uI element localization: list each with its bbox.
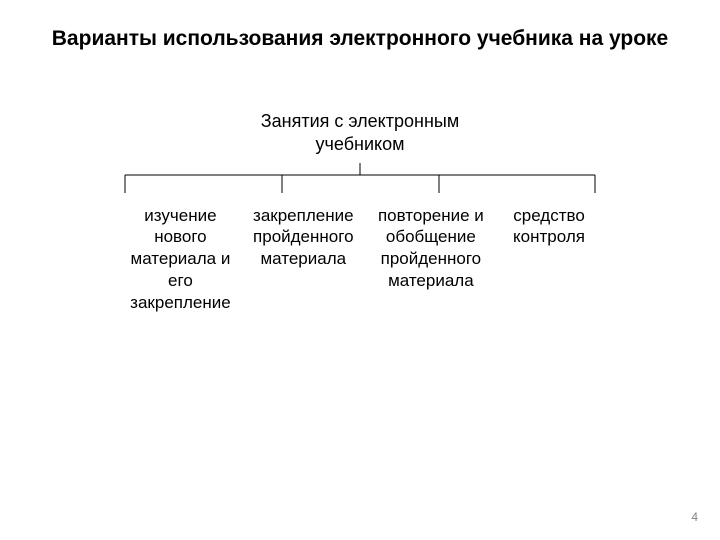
tree-diagram: Занятия с электронным учебником изучение… [0, 110, 720, 313]
tree-children: изучение нового материала и его закрепле… [75, 205, 645, 314]
tree-root: Занятия с электронным учебником [250, 110, 470, 156]
tree-child-2: повторение и обобщение пройденного матер… [365, 205, 497, 314]
tree-child-0: изучение нового материала и его закрепле… [119, 205, 242, 314]
tree-child-1: закрепление пройденного материала [242, 205, 365, 314]
tree-connector [75, 163, 645, 197]
page-number: 4 [691, 510, 698, 524]
tree-child-3: средство контроля [497, 205, 601, 314]
slide-title: Варианты использования электронного учеб… [0, 0, 720, 54]
